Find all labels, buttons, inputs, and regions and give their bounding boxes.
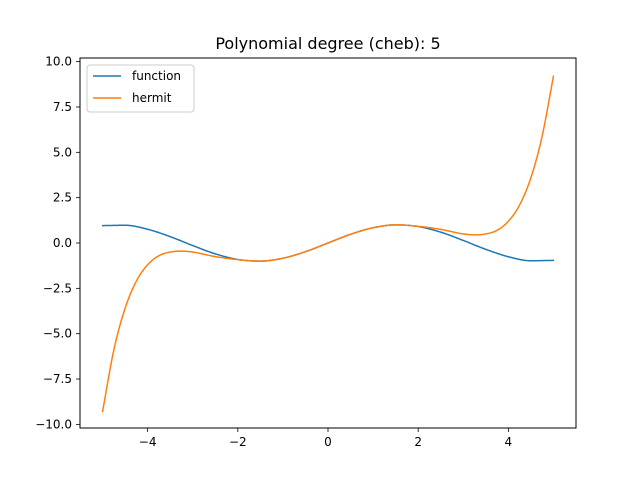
y-tick-label: −5.0 [43,327,72,341]
x-tick-label: 4 [505,435,513,449]
y-tick-label: 2.5 [53,191,72,205]
series-line-hermit [101,75,555,413]
x-axis-ticks: −4 −2 0 2 4 [139,428,512,449]
y-tick-label: −10.0 [35,417,72,431]
legend: function hermit [86,64,195,113]
series-layer [101,75,555,413]
y-axis-ticks: 10.0 7.5 5.0 2.5 0.0 −2.5 −5.0 −7.5 −10.0 [35,55,80,431]
y-tick-label: 10.0 [45,55,72,69]
y-tick-label: 7.5 [53,100,72,114]
chart-title: Polynomial degree (cheb): 5 [215,34,440,53]
legend-label-function: function [132,69,181,83]
y-tick-label: 0.0 [53,236,72,250]
y-tick-label: −7.5 [43,372,72,386]
x-tick-label: −2 [229,435,247,449]
legend-label-hermit: hermit [132,91,172,105]
plot-area-frame [79,57,577,429]
y-tick-label: −2.5 [43,281,72,295]
x-tick-label: −4 [139,435,157,449]
x-tick-label: 0 [324,435,332,449]
y-tick-label: 5.0 [53,145,72,159]
x-tick-label: 2 [414,435,422,449]
